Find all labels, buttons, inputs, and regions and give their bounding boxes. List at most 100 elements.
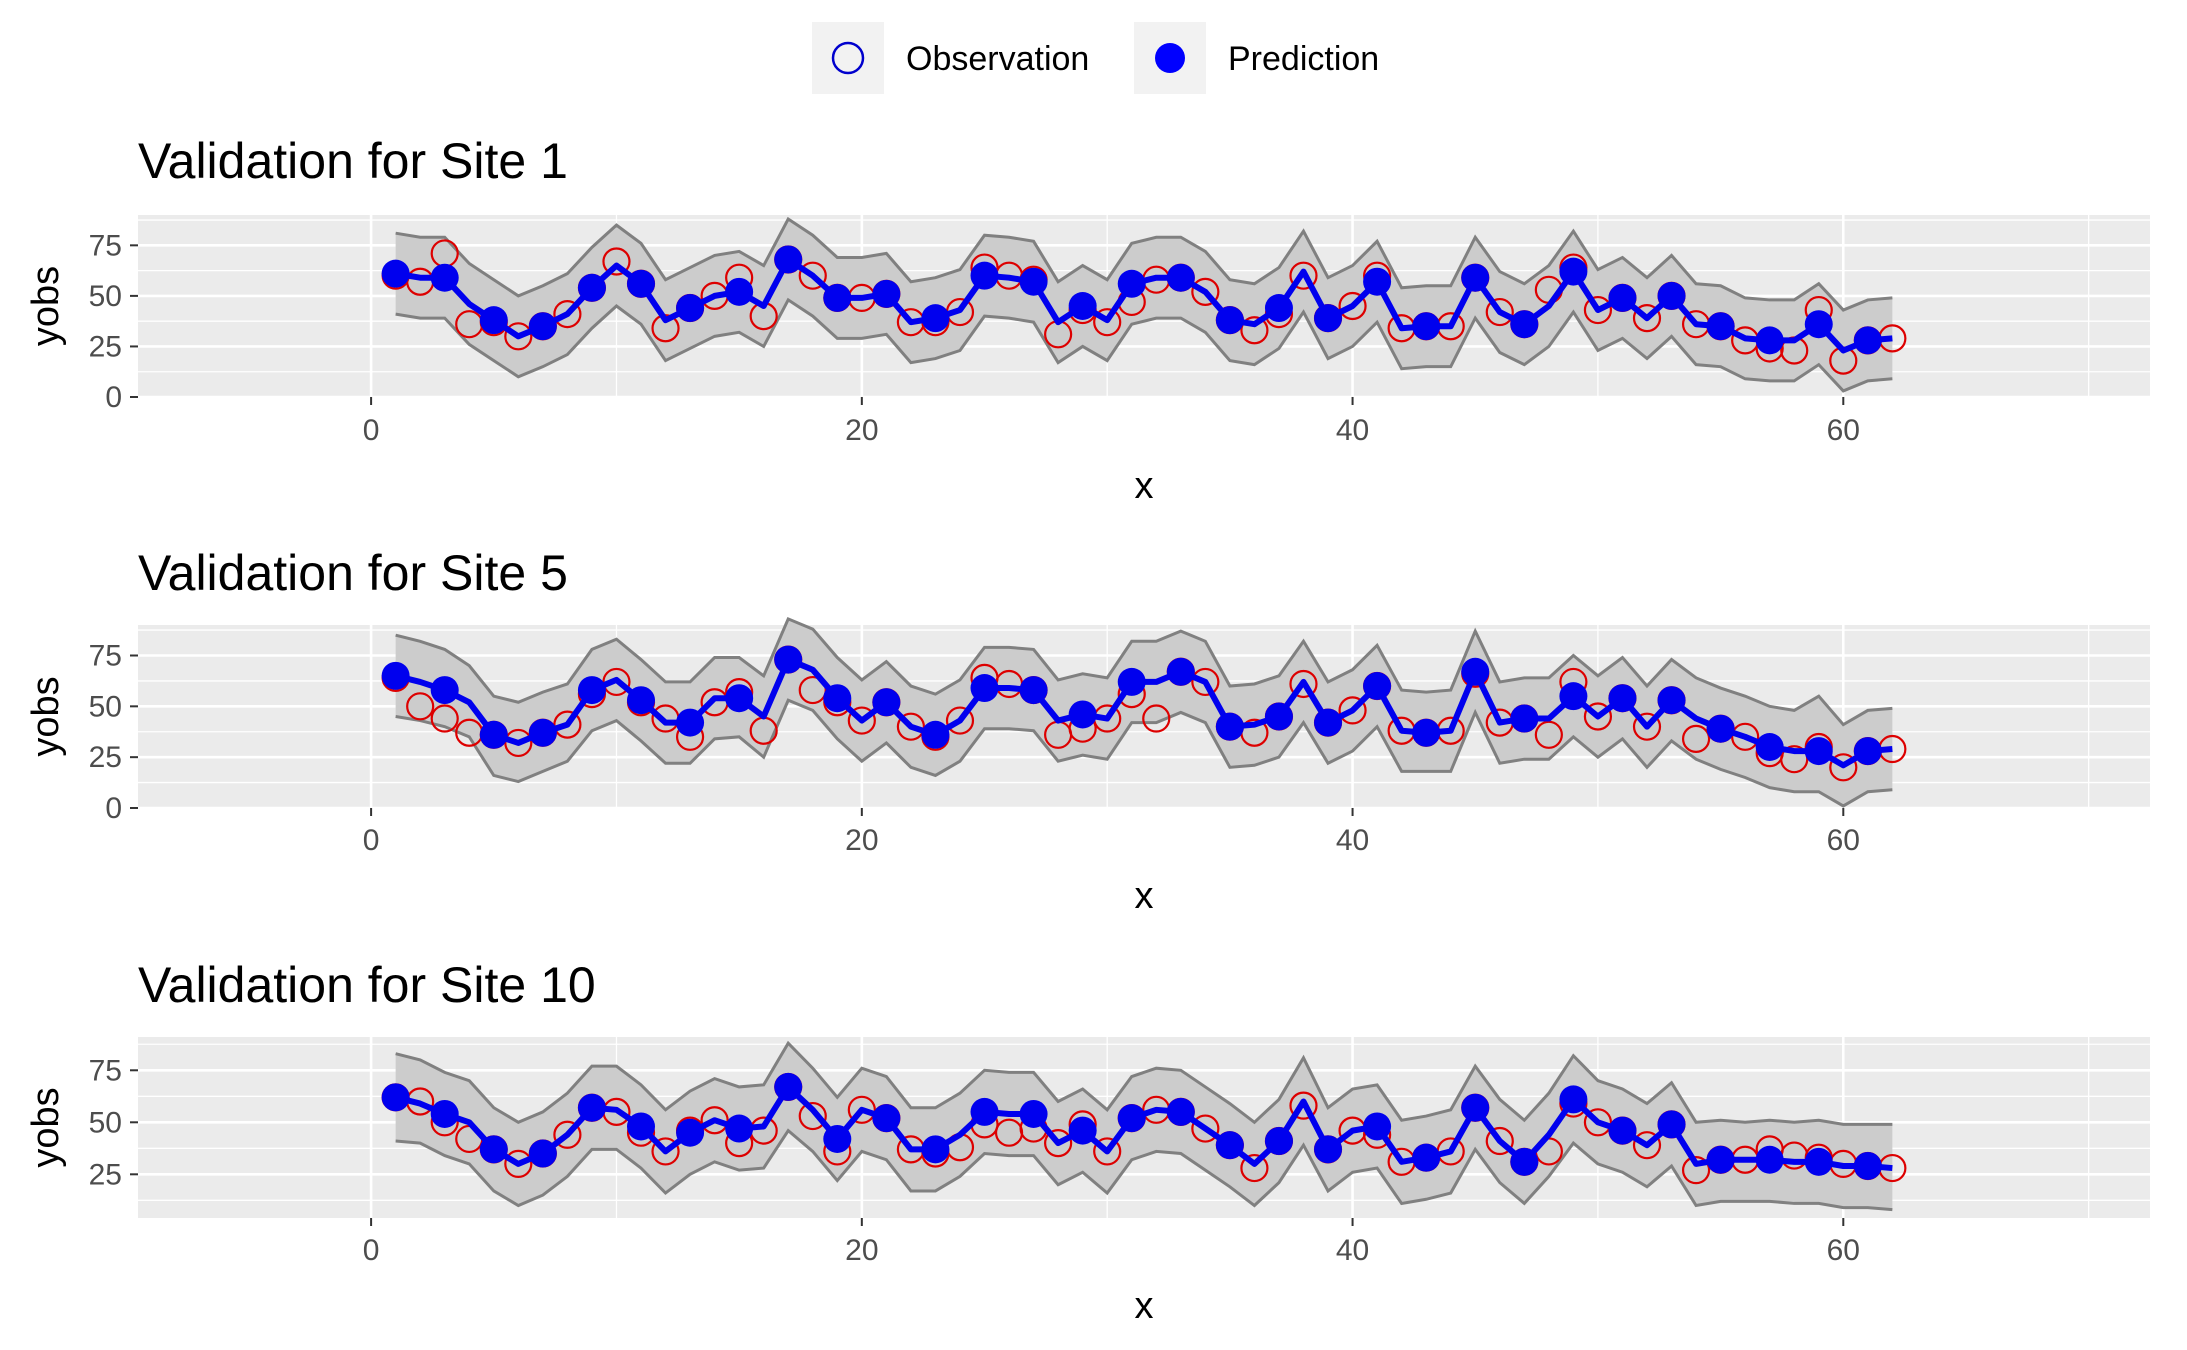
observation-point [651, 1137, 680, 1166]
prediction-point [627, 686, 655, 715]
y-tick-label: 50 [89, 690, 122, 723]
prediction-point [1068, 700, 1097, 729]
x-tick-label: 60 [1827, 1234, 1860, 1267]
prediction-point [1804, 737, 1833, 766]
observation-point [700, 1106, 729, 1135]
observation-point [430, 704, 459, 733]
prediction-point [1706, 714, 1735, 743]
prediction-point [970, 1097, 999, 1126]
prediction-point [1608, 283, 1637, 312]
prediction-point [1068, 1116, 1097, 1145]
observation-point [896, 712, 926, 741]
observation-point [1338, 696, 1367, 725]
prediction-point [1657, 1110, 1686, 1139]
prediction-point [1019, 267, 1048, 296]
observation-point [1731, 722, 1760, 751]
prediction-point [1363, 1112, 1392, 1141]
prediction-point [528, 1139, 557, 1168]
legend-key-observation-bg [812, 22, 884, 94]
prediction-point [381, 1083, 410, 1112]
observation-point [1534, 720, 1563, 749]
prediction-point [1608, 684, 1637, 713]
prediction-point [1657, 686, 1686, 715]
y-tick-label: 0 [105, 381, 122, 414]
panel-3: Validation for Site 10 25 50 75 0 20 40 60 x yobs [25, 957, 2150, 1327]
prediction-point [774, 645, 803, 674]
x-tick-label: 60 [1827, 414, 1860, 447]
lower-bound-line [395, 297, 1893, 393]
prediction-point [1314, 1135, 1343, 1164]
prediction-point [479, 720, 508, 749]
prediction-point [774, 245, 803, 274]
prediction-point [577, 676, 606, 705]
prediction-point [1755, 1145, 1784, 1174]
prediction-point [577, 1093, 606, 1122]
prediction-point [1755, 326, 1784, 355]
observation-point [1632, 304, 1662, 333]
prediction-point [1804, 1147, 1833, 1176]
prediction-point [1559, 1085, 1588, 1114]
prediction-point [1510, 704, 1539, 733]
prediction-point [1510, 1147, 1539, 1176]
observation-point [1583, 702, 1613, 731]
observation-point [1632, 712, 1662, 741]
observation-point [1191, 667, 1220, 697]
observation-point [1583, 295, 1613, 325]
observation-point [1289, 261, 1318, 290]
observation-point [1093, 1137, 1122, 1166]
prediction-point [970, 674, 999, 703]
prediction-point [1412, 1143, 1441, 1172]
prediction-point [1461, 263, 1490, 292]
y-tick-label: 75 [89, 640, 122, 673]
y-tick-label: 50 [89, 280, 122, 313]
y-tick-label: 25 [89, 741, 122, 774]
observation-point [553, 1120, 582, 1149]
observation-point [1289, 1091, 1318, 1120]
x-tick-label: 0 [363, 824, 380, 857]
prediction-point [1363, 672, 1392, 700]
prediction-point [1166, 1097, 1195, 1126]
observation-point [1093, 308, 1122, 337]
x-tick-label: 20 [845, 1234, 878, 1267]
observation-point [504, 728, 533, 758]
prediction-point [1706, 312, 1735, 341]
prediction-point [1853, 737, 1882, 766]
upper-bound-line [395, 616, 1893, 727]
observation-point [1240, 316, 1269, 345]
prediction-point [1853, 326, 1882, 355]
observation-point [553, 299, 582, 329]
y-tick-label: 0 [105, 792, 122, 825]
prediction-point [627, 1112, 655, 1141]
observation-point [1044, 1129, 1073, 1158]
observation-point [1142, 704, 1171, 733]
prediction-point [381, 259, 410, 288]
prediction-point [1215, 712, 1244, 741]
prediction-point [676, 294, 705, 323]
observation-point [1681, 724, 1711, 753]
prediction-point [1019, 1099, 1048, 1128]
observation-point [1681, 1156, 1711, 1185]
prediction-point [1412, 312, 1441, 341]
y-tick-label: 25 [89, 330, 122, 363]
lower-bound-line [395, 1128, 1893, 1212]
legend: Observation Prediction [812, 22, 1379, 94]
prediction-point [1608, 1116, 1637, 1145]
y-tick-label: 75 [89, 1054, 122, 1087]
panel-title: Validation for Site 1 [138, 133, 568, 189]
prediction-point [381, 661, 410, 690]
prediction-point [1264, 702, 1293, 731]
observation-point [1191, 1114, 1220, 1143]
prediction-point [1461, 1093, 1490, 1122]
legend-label-observation: Observation [906, 40, 1089, 78]
prediction-point [479, 1135, 508, 1164]
observation-point [1338, 291, 1367, 321]
x-tick-label: 40 [1336, 1234, 1369, 1267]
prediction-point [1215, 306, 1244, 335]
observation-point [798, 675, 827, 705]
prediction-point [823, 684, 852, 713]
x-axis-title: x [1135, 875, 1154, 917]
prediction-point [921, 1135, 950, 1164]
prediction-point [479, 306, 508, 335]
